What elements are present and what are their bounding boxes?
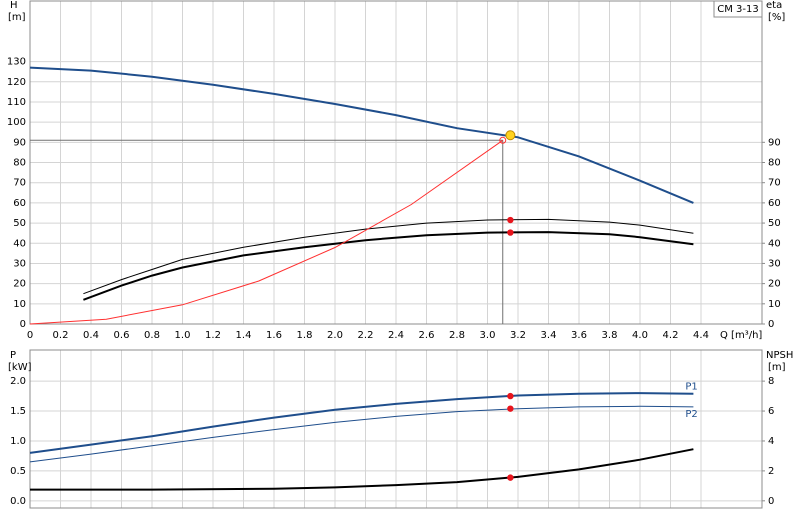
y-tick-label: 2.0 [10,376,26,387]
y-tick-label: 0 [20,319,26,330]
x-axis-label: Q [m³/h] [720,330,762,341]
y-tick-label: 0.0 [10,496,26,507]
x-tick-label: 3.2 [510,330,526,341]
y2-tick-label: 4 [768,436,774,447]
y2-tick-label: 20 [768,279,781,290]
duty-point [499,136,507,144]
y2-tick-label: 0 [768,319,774,330]
curve [29,405,694,463]
y-tick-label: 100 [7,117,26,128]
annotation: CM 3-13 [717,4,758,15]
y-tick-label: 70 [13,178,26,189]
x-tick-label: 3.8 [602,330,618,341]
operating-point [507,229,514,236]
y2-tick-label: 70 [768,178,781,189]
x-tick-label: 3.6 [571,330,587,341]
y-axis-unit: [kW] [8,362,32,373]
curve [83,218,694,295]
x-tick-label: 0.8 [144,330,160,341]
operating-point [505,130,516,141]
curve-label: P2 [685,409,697,420]
x-tick-label: 4.0 [632,330,648,341]
operating-point [507,474,514,481]
x-tick-label: 2.0 [327,330,343,341]
y-tick-label: 80 [13,158,26,169]
curve [83,231,694,301]
y-axis-label: P [10,350,16,361]
curve [29,66,694,204]
operating-point [507,405,514,412]
y-tick-label: 130 [7,57,26,68]
y-tick-label: 40 [13,238,26,249]
x-tick-label: 1.4 [236,330,252,341]
y2-axis-unit: [%] [768,12,785,23]
y2-axis-label: eta [766,0,782,11]
x-tick-label: 1.2 [205,330,221,341]
x-tick-label: 0 [27,330,33,341]
operating-point [507,216,514,224]
y2-tick-label: 0 [768,496,774,507]
y-axis-unit: [m] [8,12,26,23]
y2-tick-label: 50 [768,218,781,229]
curve [29,392,694,454]
x-tick-label: 0.6 [114,330,130,341]
curve-label: P1 [685,382,697,393]
y2-tick-label: 6 [768,406,774,417]
y2-tick-label: 60 [768,198,781,209]
annotation-box [713,0,763,18]
y-tick-label: 90 [13,137,26,148]
x-tick-label: 0.4 [83,330,99,341]
y-tick-label: 10 [13,299,26,310]
x-tick-label: 2.6 [419,330,435,341]
y-tick-label: 30 [13,258,26,269]
plot-frame [29,0,763,325]
x-tick-label: 1.8 [297,330,313,341]
x-tick-label: 1.6 [266,330,282,341]
x-tick-label: 2.8 [449,330,465,341]
x-tick-label: 4.4 [693,330,709,341]
y2-tick-label: 8 [768,376,774,387]
x-tick-label: 0.2 [53,330,69,341]
curve [30,448,694,491]
plot-frame [29,349,763,509]
x-tick-label: 3.0 [480,330,496,341]
y2-tick-label: 80 [768,158,781,169]
y-tick-label: 0.5 [10,466,26,477]
y-tick-label: 1.0 [10,436,26,447]
y2-axis-unit: [m] [768,362,786,373]
y-tick-label: 110 [7,97,26,108]
y2-tick-label: 30 [768,258,781,269]
x-tick-label: 2.2 [358,330,374,341]
curve [29,139,504,325]
x-tick-label: 4.2 [663,330,679,341]
y-tick-label: 50 [13,218,26,229]
operating-point [507,392,514,400]
y2-tick-label: 2 [768,466,774,477]
y-tick-label: 60 [13,198,26,209]
y-tick-label: 20 [13,279,26,290]
y2-tick-label: 40 [768,238,781,249]
y2-tick-label: 90 [768,137,781,148]
x-tick-label: 2.4 [388,330,404,341]
y2-axis-label: NPSH [766,350,793,361]
x-tick-label: 3.4 [541,330,557,341]
x-tick-label: 1.0 [175,330,191,341]
y-tick-label: 1.5 [10,406,26,417]
y-tick-label: 120 [7,77,26,88]
y2-tick-label: 10 [768,299,781,310]
y-axis-label: H [10,0,18,11]
